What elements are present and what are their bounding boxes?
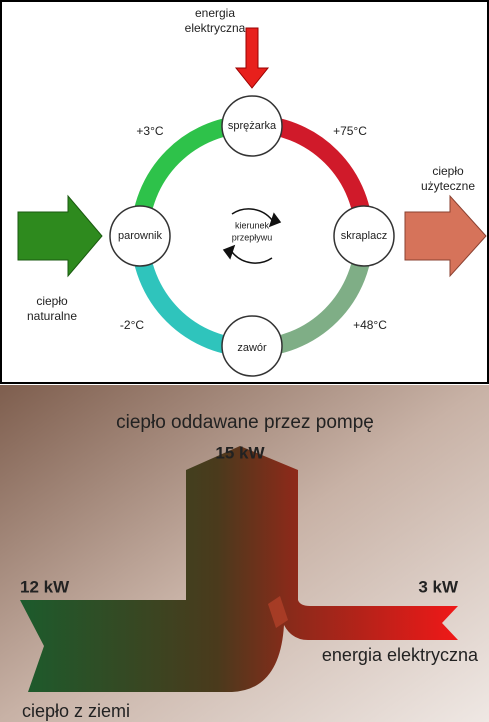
value-label: 3 kW [418,577,459,596]
label: ciepło [432,164,464,178]
heat-in-arrow [17,194,103,278]
temp-label: +3°C [136,124,163,138]
node-label: skraplacz [341,230,387,242]
heat-out-arrow [404,194,487,278]
value-label: 15 kW [215,443,265,462]
temp-label: +48°C [353,318,387,332]
label: kierunek [235,220,270,230]
label: energia [195,6,235,20]
node-label: sprężarka [228,120,277,132]
cycle-nodes [109,95,395,377]
energy-flow [20,446,458,692]
energy-arrow [234,27,270,89]
node-label: parownik [118,230,163,242]
electric-join [268,596,288,628]
flow-title: ciepło oddawane przez pompę [116,412,374,433]
node-label: zawór [237,342,267,354]
label: ciepło z ziemi [22,701,130,721]
label: energia elektryczna [322,645,479,665]
label: naturalne [27,309,77,323]
direction-arrows [222,208,282,264]
temp-label: +75°C [333,124,367,138]
label: ciepło [36,294,68,308]
label: elektryczna [185,21,246,35]
value-label: 12 kW [20,577,70,596]
temp-label: -2°C [120,318,144,332]
label: przepływu [232,232,273,242]
label: użyteczne [421,179,475,193]
